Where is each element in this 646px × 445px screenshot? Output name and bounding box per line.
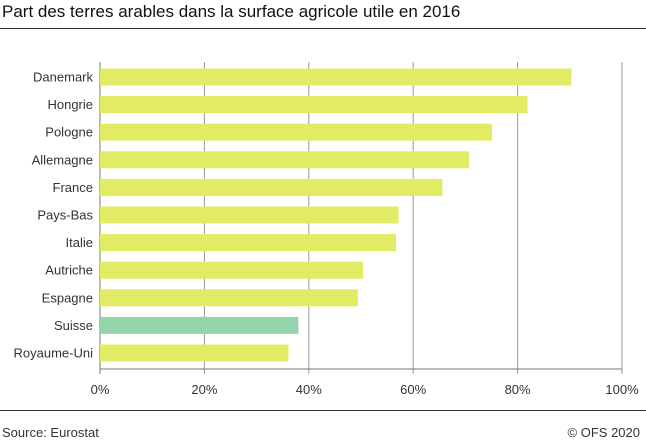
chart-title: Part des terres arables dans la surface … bbox=[2, 2, 461, 21]
source-note: Source: Eurostat bbox=[2, 425, 99, 440]
bar-pologne bbox=[100, 123, 493, 141]
x-tick-label: 40% bbox=[296, 382, 322, 397]
title-divider bbox=[0, 28, 646, 29]
y-category-label: Espagne bbox=[42, 290, 93, 305]
bar-royaume-uni bbox=[100, 344, 289, 362]
bar-hongrie bbox=[100, 96, 528, 114]
y-category-label: Italie bbox=[66, 235, 93, 250]
footer-divider bbox=[0, 410, 646, 411]
y-category-label: Royaume-Uni bbox=[14, 346, 94, 361]
x-tick-label: 80% bbox=[505, 382, 531, 397]
bar-italie bbox=[100, 234, 396, 252]
y-category-label: France bbox=[53, 180, 93, 195]
x-tick-label: 100% bbox=[605, 382, 639, 397]
bar-suisse bbox=[100, 316, 299, 334]
y-category-label: Allemagne bbox=[32, 152, 93, 167]
y-category-label: Pologne bbox=[45, 125, 93, 140]
x-tick-label: 0% bbox=[91, 382, 110, 397]
bar-france bbox=[100, 178, 443, 196]
x-tick-label: 60% bbox=[400, 382, 426, 397]
y-category-label: Autriche bbox=[45, 263, 93, 278]
bar-pays-bas bbox=[100, 206, 399, 224]
bar-autriche bbox=[100, 261, 364, 279]
y-category-label: Hongrie bbox=[47, 97, 93, 112]
x-tick-label: 20% bbox=[191, 382, 217, 397]
bar-allemagne bbox=[100, 151, 470, 169]
y-category-label: Danemark bbox=[33, 70, 93, 85]
y-category-label: Pays-Bas bbox=[37, 208, 93, 223]
copyright: © OFS 2020 bbox=[567, 425, 640, 440]
y-category-label: Suisse bbox=[54, 318, 93, 333]
bar-danemark bbox=[100, 68, 572, 86]
bar-espagne bbox=[100, 289, 358, 307]
